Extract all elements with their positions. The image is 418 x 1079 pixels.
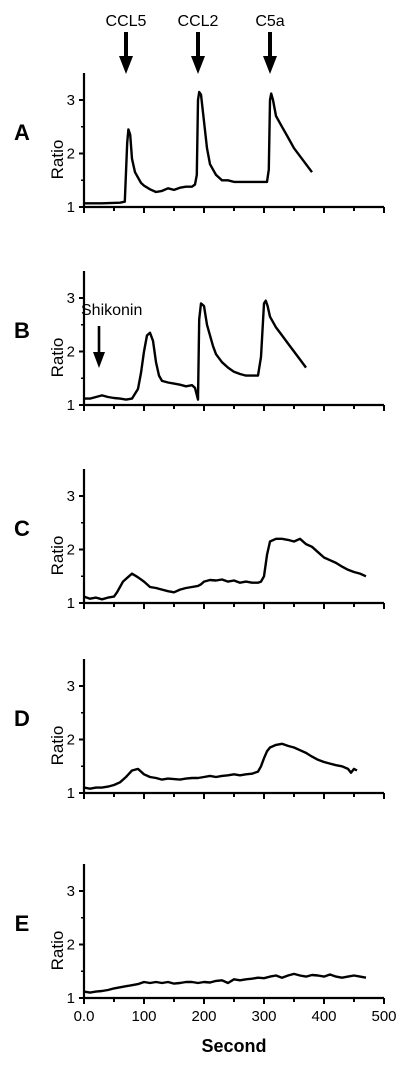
annotation-shikonin: Shikonin (81, 302, 142, 319)
stimulus-arrow-head (119, 56, 133, 74)
x-tick-label: 100 (131, 1008, 156, 1025)
y-tick-label: 1 (67, 785, 75, 802)
y-tick-label: 3 (67, 290, 75, 307)
y-tick-label: 3 (67, 883, 75, 900)
panel-label-a: A (14, 120, 30, 145)
x-tick-label: 400 (311, 1008, 336, 1025)
series-line-panel-c (83, 537, 367, 601)
panel-label-e: E (15, 911, 30, 936)
x-tick-label: 500 (371, 1008, 396, 1025)
panel-label-d: D (14, 706, 30, 731)
y-tick-label: 2 (67, 937, 75, 954)
y-tick-label: 1 (67, 595, 75, 612)
x-tick-label: 0.0 (74, 1008, 95, 1025)
stimulus-label-ccl5: CCL5 (106, 13, 147, 30)
x-tick-label: 200 (191, 1008, 216, 1025)
x-tick-label: 300 (251, 1008, 276, 1025)
annotation-arrow-head (93, 352, 105, 368)
y-axis-label: Ratio (48, 536, 67, 576)
y-axis-label: Ratio (48, 338, 67, 378)
x-axis-title: Second (201, 1036, 266, 1056)
y-tick-label: 3 (67, 488, 75, 505)
y-axis-label: Ratio (48, 931, 67, 971)
y-axis-label: Ratio (48, 726, 67, 766)
y-tick-label: 2 (67, 344, 75, 361)
series-line-panel-d (83, 742, 358, 790)
y-tick-label: 1 (67, 397, 75, 414)
y-tick-label: 2 (67, 732, 75, 749)
series-line-panel-a (84, 90, 313, 205)
y-tick-label: 1 (67, 199, 75, 216)
stimulus-arrow-head (191, 56, 205, 74)
stimulus-label-c5a: C5a (255, 13, 284, 30)
y-tick-label: 3 (67, 678, 75, 695)
panel-label-c: C (14, 516, 30, 541)
y-tick-label: 2 (67, 146, 75, 163)
y-axis-label: Ratio (48, 140, 67, 180)
y-tick-label: 3 (67, 92, 75, 109)
panel-label-b: B (14, 318, 30, 343)
series-line-panel-e (83, 972, 367, 994)
stimulus-arrow-head (263, 56, 277, 74)
series-line-panel-b (84, 299, 307, 401)
y-tick-label: 1 (67, 990, 75, 1007)
stimulus-label-ccl2: CCL2 (178, 13, 219, 30)
y-tick-label: 2 (67, 542, 75, 559)
